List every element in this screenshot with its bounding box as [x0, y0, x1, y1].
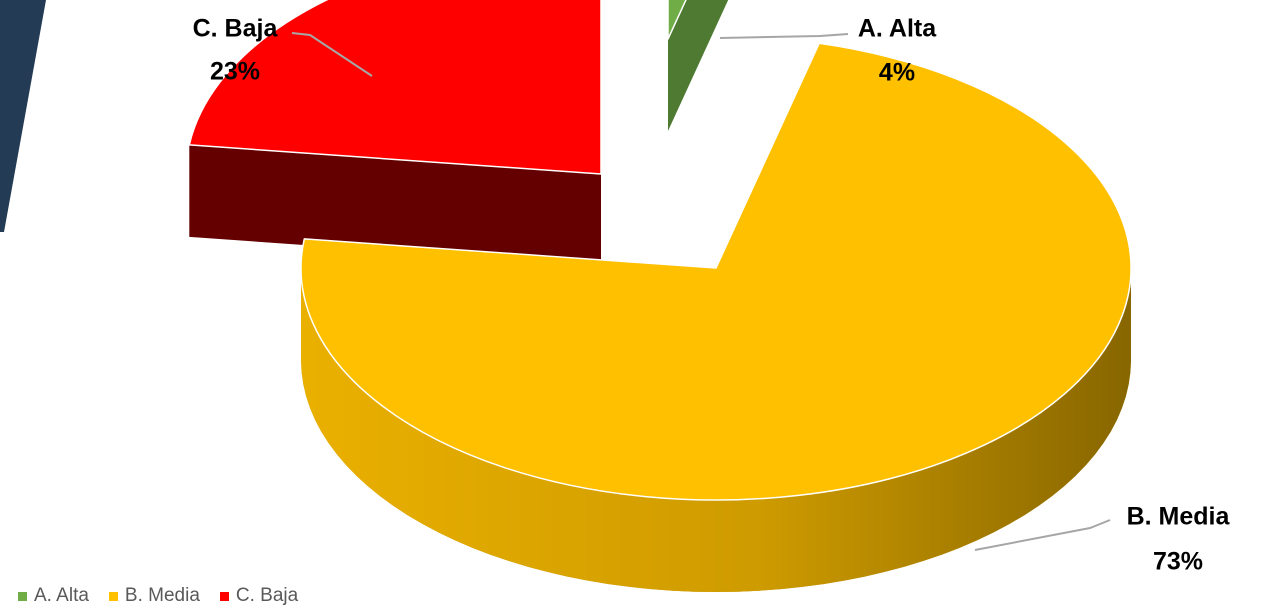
corner-decoration: [0, 0, 46, 232]
pie-slice[interactable]: [188, 0, 602, 175]
legend: A. Alta B. Media C. Baja: [18, 584, 298, 608]
legend-swatch: [219, 591, 229, 601]
data-label-category: B. Media: [1127, 503, 1231, 531]
legend-label: A. Alta: [34, 585, 89, 606]
data-label-category: C. Baja: [193, 15, 279, 43]
data-label-value: 23%: [210, 58, 260, 86]
pie-slice-side-shading: [301, 268, 1131, 592]
leader-line: [291, 32, 373, 77]
legend-item[interactable]: A. Alta: [18, 585, 89, 607]
leader-line: [974, 519, 1111, 551]
data-label-category: A. Alta: [858, 15, 937, 43]
data-label-value: 73%: [1153, 548, 1203, 576]
leader-line: [719, 33, 849, 39]
pie-slice-cut-face: [189, 144, 602, 266]
pie-slice-cut-face: [668, 0, 729, 131]
data-label-value: 4%: [879, 59, 915, 87]
legend-swatch: [108, 591, 118, 601]
legend-item[interactable]: B. Media: [108, 585, 200, 607]
legend-swatch: [18, 591, 27, 601]
legend-label: C. Baja: [235, 585, 299, 606]
pie-slice[interactable]: [667, 0, 771, 40]
pie-slice[interactable]: [300, 42, 1132, 501]
legend-item[interactable]: C. Baja: [219, 585, 299, 607]
legend-label: B. Media: [124, 585, 200, 606]
